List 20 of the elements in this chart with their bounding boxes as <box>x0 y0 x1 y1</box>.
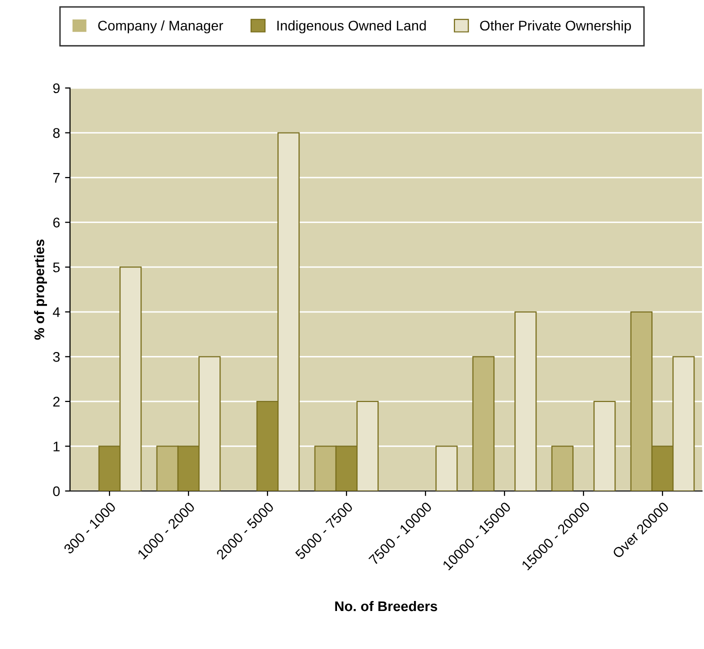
legend-label: Other Private Ownership <box>480 20 631 34</box>
y-tick-label: 1 <box>54 442 60 452</box>
legend-label: Indigenous Owned Land <box>277 20 426 34</box>
bar <box>551 446 574 491</box>
y-tick-label: 5 <box>53 262 60 272</box>
y-tick-label: 3 <box>53 352 60 362</box>
x-axis-title: No. of Breeders <box>335 600 438 612</box>
y-tick-label: 4 <box>52 307 60 317</box>
bar <box>593 400 616 491</box>
y-tick-label: 7 <box>53 173 60 183</box>
y-tick-label: 0 <box>53 486 60 496</box>
bar <box>472 356 495 491</box>
y-tick-label: 6 <box>53 218 60 228</box>
y-tick-label: 8 <box>53 128 60 138</box>
bar <box>514 311 537 491</box>
y-axis-title: % of properties <box>34 240 47 340</box>
bar <box>435 446 458 491</box>
legend-label: Company / Manager <box>98 20 224 34</box>
y-tick-label: 2 <box>53 396 60 406</box>
y-tick-label: 9 <box>53 83 60 94</box>
